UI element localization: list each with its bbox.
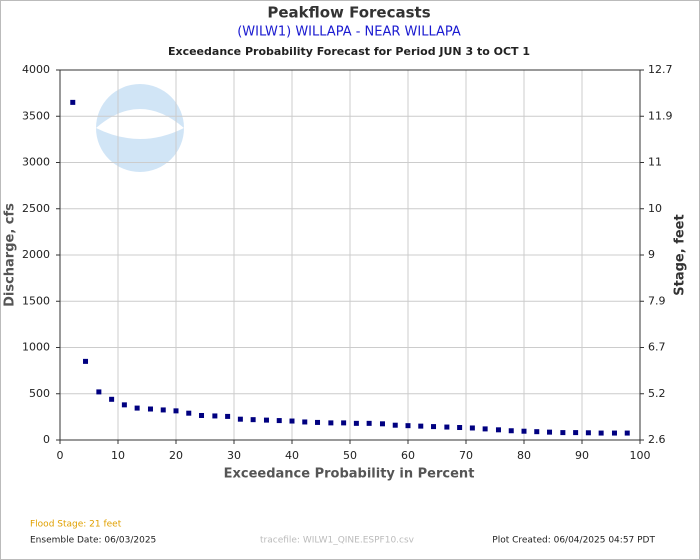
point: [585, 430, 591, 436]
point: [624, 430, 630, 436]
point: [96, 389, 102, 395]
y-tick-label: 2500: [22, 202, 50, 215]
y-tick-label: 3000: [22, 156, 50, 169]
point: [173, 408, 179, 414]
y-axis-title: Discharge, cfs: [3, 203, 18, 307]
y2-tick-label: 11.9: [648, 109, 673, 122]
point: [160, 407, 166, 413]
point: [121, 402, 127, 408]
x-tick-label: 50: [343, 449, 357, 462]
x-axis-title: Exceedance Probability in Percent: [224, 467, 475, 482]
point: [353, 420, 359, 426]
point: [534, 429, 540, 435]
y2-tick-label: 7.9: [648, 294, 666, 307]
point: [379, 421, 385, 427]
point: [147, 406, 153, 412]
point: [573, 430, 579, 436]
plot-created: Plot Created: 06/04/2025 04:57 PDT: [492, 536, 655, 546]
point: [276, 418, 282, 424]
point: [237, 416, 243, 422]
point: [70, 99, 76, 105]
y2-axis-title: Stage, feet: [673, 214, 688, 295]
point: [109, 396, 115, 402]
point: [598, 430, 604, 436]
ensemble-date: Ensemble Date: 06/03/2025: [30, 536, 156, 546]
logo: [96, 84, 184, 172]
point: [405, 423, 411, 429]
y2-tick-label: 10: [648, 202, 662, 215]
y-tick-label: 3500: [22, 109, 50, 122]
point: [263, 417, 269, 423]
point: [289, 418, 295, 424]
point: [366, 420, 372, 426]
x-tick-label: 70: [459, 449, 473, 462]
x-tick-label: 40: [285, 449, 299, 462]
point: [457, 425, 463, 431]
point: [560, 430, 566, 436]
plot-area: [59, 69, 641, 441]
point: [444, 424, 450, 430]
y-tick-label: 1000: [22, 341, 50, 354]
flood-stage: Flood Stage: 21 feet: [30, 520, 122, 530]
y2-tick-label: 11: [648, 156, 662, 169]
chart-caption: Exceedance Probability Forecast for Peri…: [168, 45, 530, 58]
x-tick-label: 90: [575, 449, 589, 462]
point: [199, 412, 205, 418]
tracefile: tracefile: WILW1_QINE.ESPF10.csv: [260, 536, 415, 546]
chart-title: Peakflow Forecasts: [267, 4, 430, 22]
point: [186, 410, 192, 416]
point: [611, 430, 617, 436]
point: [392, 422, 398, 428]
point: [418, 423, 424, 429]
x-tick-label: 0: [57, 449, 64, 462]
y-tick-label: 2000: [22, 248, 50, 261]
y2-tick-label: 6.7: [648, 341, 666, 354]
x-tick-label: 30: [227, 449, 241, 462]
y-tick-label: 0: [43, 433, 50, 446]
point: [431, 424, 437, 430]
y2-tick-label: 2.6: [648, 433, 666, 446]
point: [212, 413, 218, 419]
point: [521, 428, 527, 434]
y-tick-label: 1500: [22, 294, 50, 307]
x-tick-label: 10: [111, 449, 125, 462]
point: [225, 413, 231, 419]
y-tick-label: 4000: [22, 63, 50, 76]
point: [341, 420, 347, 426]
y2-tick-label: 9: [648, 248, 655, 261]
x-tick-label: 60: [401, 449, 415, 462]
point: [302, 419, 308, 425]
x-tick-label: 20: [169, 449, 183, 462]
chart-subtitle: (WILW1) WILLAPA - NEAR WILLAPA: [237, 25, 461, 40]
y2-tick-label: 12.7: [648, 63, 673, 76]
point: [250, 417, 256, 423]
point: [482, 426, 488, 432]
point: [469, 425, 475, 431]
point: [495, 427, 501, 433]
point: [134, 405, 140, 411]
point: [328, 420, 334, 426]
point: [547, 429, 553, 435]
x-tick-label: 80: [517, 449, 531, 462]
point: [315, 419, 321, 425]
point: [508, 428, 514, 434]
y-tick-label: 500: [29, 387, 50, 400]
x-tick-label: 100: [630, 449, 651, 462]
point: [83, 358, 89, 364]
y2-tick-label: 5.2: [648, 387, 666, 400]
